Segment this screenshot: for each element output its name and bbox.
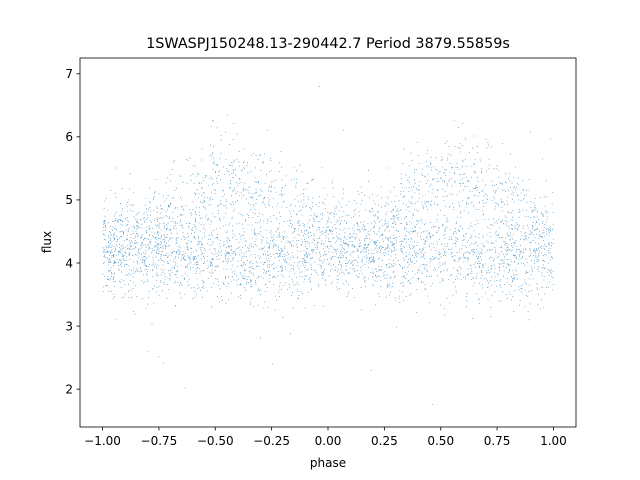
chart-title: 1SWASPJ150248.13-290442.7 Period 3879.55… bbox=[146, 36, 510, 52]
y-tick-label: 5 bbox=[65, 193, 73, 207]
y-tick-label: 4 bbox=[65, 256, 73, 270]
x-tick-label: −1.00 bbox=[84, 434, 121, 448]
y-tick-label: 7 bbox=[65, 67, 73, 81]
x-tick-label: −0.25 bbox=[253, 434, 290, 448]
data-point-cloud bbox=[102, 85, 554, 405]
y-axis: 2 3 4 5 6 7 bbox=[65, 67, 80, 396]
y-tick-label: 2 bbox=[65, 382, 73, 396]
plot-frame bbox=[79, 57, 577, 428]
y-axis-label: flux bbox=[40, 231, 54, 253]
x-axis-label: phase bbox=[310, 456, 346, 470]
scatter-points bbox=[102, 85, 554, 405]
x-tick-label: −0.50 bbox=[197, 434, 234, 448]
x-tick-label: 0.00 bbox=[315, 434, 342, 448]
y-tick-label: 3 bbox=[65, 319, 73, 333]
x-tick-label: 0.75 bbox=[484, 434, 511, 448]
x-tick-label: −0.75 bbox=[141, 434, 178, 448]
x-tick-label: 0.25 bbox=[371, 434, 398, 448]
y-tick-label: 6 bbox=[65, 130, 73, 144]
x-tick-label: 0.50 bbox=[427, 434, 454, 448]
x-axis: −1.00 −0.75 −0.50 −0.25 0.00 0.25 0.50 0.75 1.00 bbox=[84, 427, 567, 448]
x-tick-label: 1.00 bbox=[540, 434, 567, 448]
